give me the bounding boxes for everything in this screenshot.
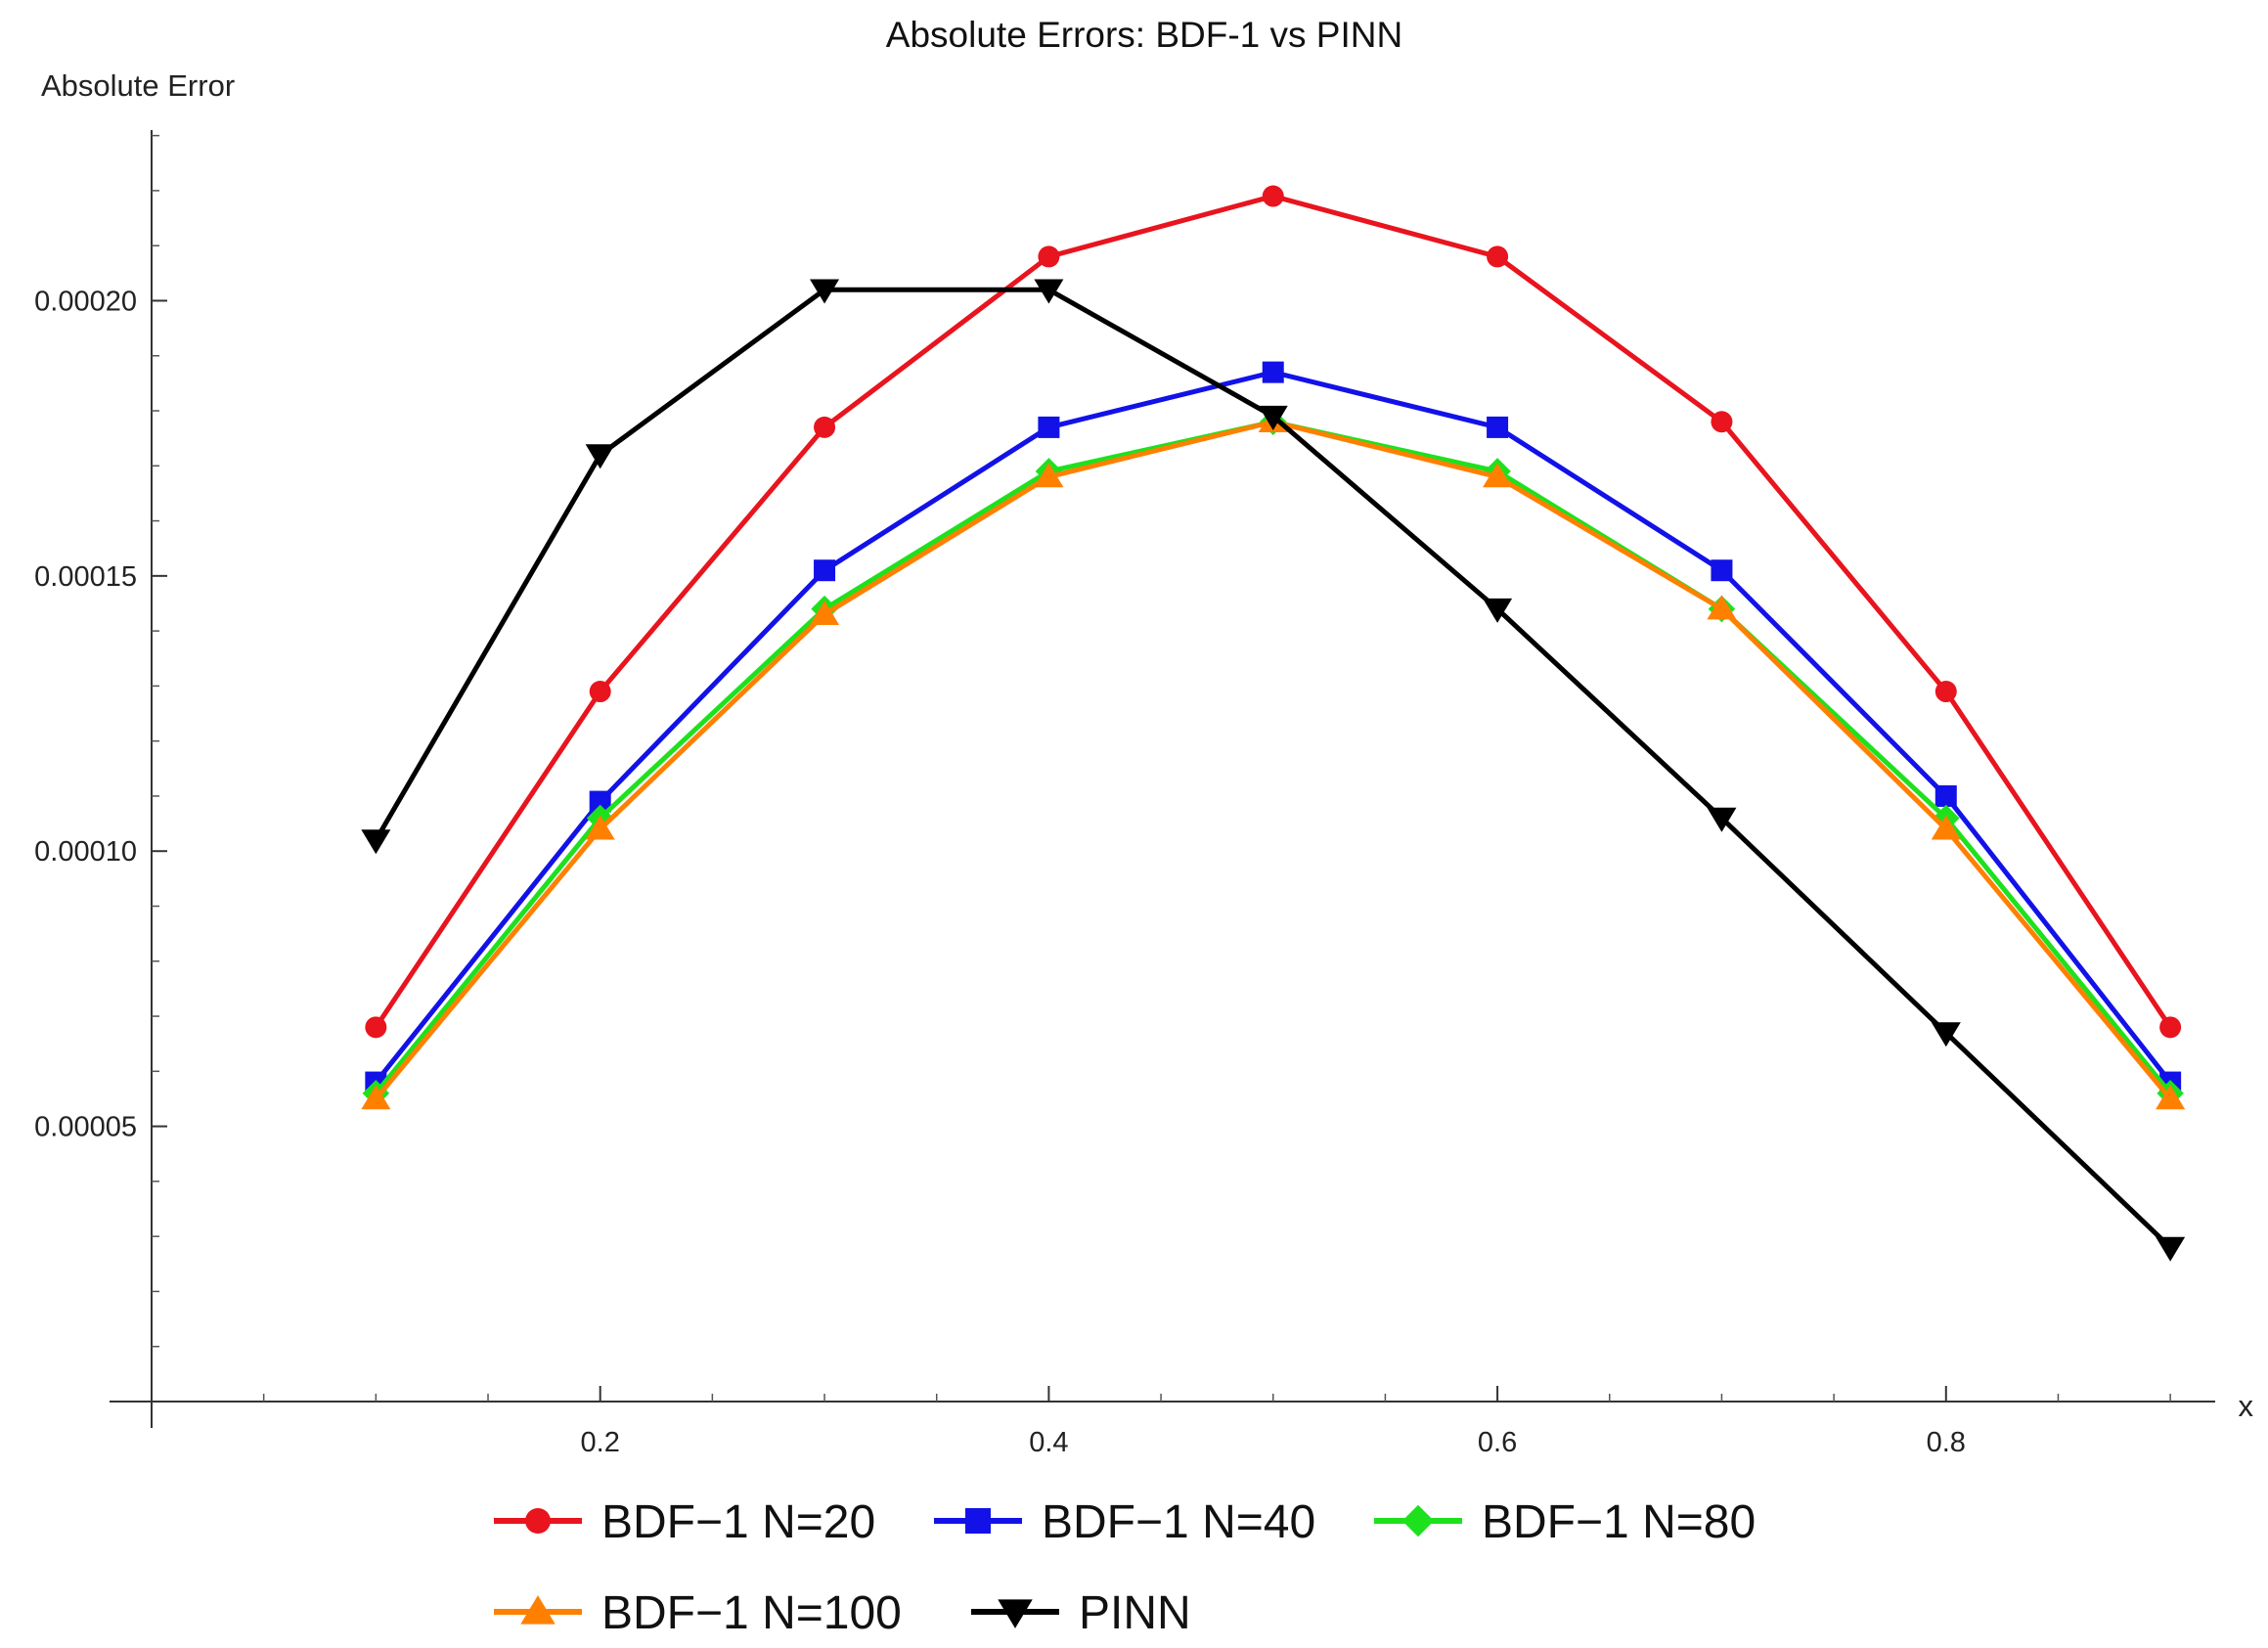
legend-marker: [520, 1595, 556, 1625]
data-point: [1262, 361, 1284, 383]
data-point: [1487, 416, 1509, 438]
data-point: [1034, 279, 1064, 304]
data-point: [1483, 463, 1513, 488]
series-line: [374, 194, 2173, 1029]
legend-marker: [525, 1508, 551, 1534]
series-line: [374, 419, 2173, 1101]
series-bdf-1-n-40: [365, 361, 2182, 1093]
legend-label: BDF−1 N=20: [601, 1496, 875, 1548]
y-tick-label: 0.00010: [34, 836, 137, 868]
axes: 0.2 0.4 0.6 0.8 0.00005 0.00010 0.00015 0.00020: [34, 130, 2215, 1458]
data-point: [1711, 411, 1733, 433]
data-point: [814, 416, 836, 438]
legend-marker: [998, 1599, 1033, 1628]
legend: BDF−1 N=20 BDF−1 N=40 BDF−1 N=80 BDF−1 N=10…: [494, 1496, 1756, 1639]
data-point: [2159, 1016, 2182, 1039]
data-point: [1711, 559, 1733, 582]
data-point: [1258, 405, 1288, 430]
legend-item: BDF−1 N=20: [494, 1496, 875, 1548]
data-point: [2156, 1236, 2186, 1262]
x-axis-label: x: [2239, 1389, 2254, 1423]
y-tick-label: 0.00020: [34, 286, 137, 317]
data-point: [361, 1085, 391, 1110]
data-point: [1707, 807, 1737, 832]
data-point: [2156, 1085, 2186, 1110]
legend-label: PINN: [1079, 1587, 1191, 1639]
data-point: [365, 1016, 387, 1039]
legend-item: BDF−1 N=80: [1374, 1496, 1756, 1548]
x-tick-label: 0.4: [1029, 1427, 1068, 1458]
data-point: [810, 279, 840, 304]
y-axis-label: Absolute Error: [41, 68, 235, 103]
legend-item: BDF−1 N=100: [494, 1587, 902, 1639]
data-point: [1707, 595, 1737, 620]
data-point: [1934, 681, 1957, 703]
data-point: [1038, 416, 1060, 438]
data-point: [1487, 245, 1509, 268]
data-point: [1483, 598, 1513, 623]
series-layer: [361, 185, 2186, 1262]
legend-item: PINN: [971, 1587, 1191, 1639]
data-point: [1931, 815, 1961, 840]
data-point: [814, 559, 836, 582]
chart-title: Absolute Errors: BDF-1 vs PINN: [886, 15, 1402, 55]
legend-label: BDF−1 N=100: [601, 1587, 902, 1639]
x-tick-label: 0.2: [581, 1427, 620, 1458]
series-bdf-1-n-20: [365, 185, 2182, 1039]
series-pinn: [361, 279, 2186, 1262]
data-point: [1262, 185, 1284, 207]
legend-label: BDF−1 N=80: [1482, 1496, 1756, 1548]
y-tick-label: 0.00015: [34, 561, 137, 593]
data-point: [1034, 463, 1064, 488]
legend-label: BDF−1 N=40: [1042, 1496, 1315, 1548]
x-tick-label: 0.8: [1927, 1427, 1966, 1458]
data-point: [585, 444, 615, 469]
y-tick-label: 0.00005: [34, 1112, 137, 1143]
data-point: [1931, 1022, 1961, 1047]
data-point: [1038, 245, 1060, 268]
data-point: [361, 829, 391, 855]
legend-item: BDF−1 N=40: [934, 1496, 1315, 1548]
data-point: [810, 600, 840, 625]
data-point: [585, 815, 615, 840]
data-point: [589, 790, 611, 813]
data-point: [589, 681, 611, 703]
data-point: [1934, 784, 1957, 807]
legend-marker: [1401, 1504, 1435, 1537]
x-tick-label: 0.6: [1478, 1427, 1517, 1458]
series-line: [374, 370, 2173, 1085]
legend-marker: [965, 1508, 991, 1534]
